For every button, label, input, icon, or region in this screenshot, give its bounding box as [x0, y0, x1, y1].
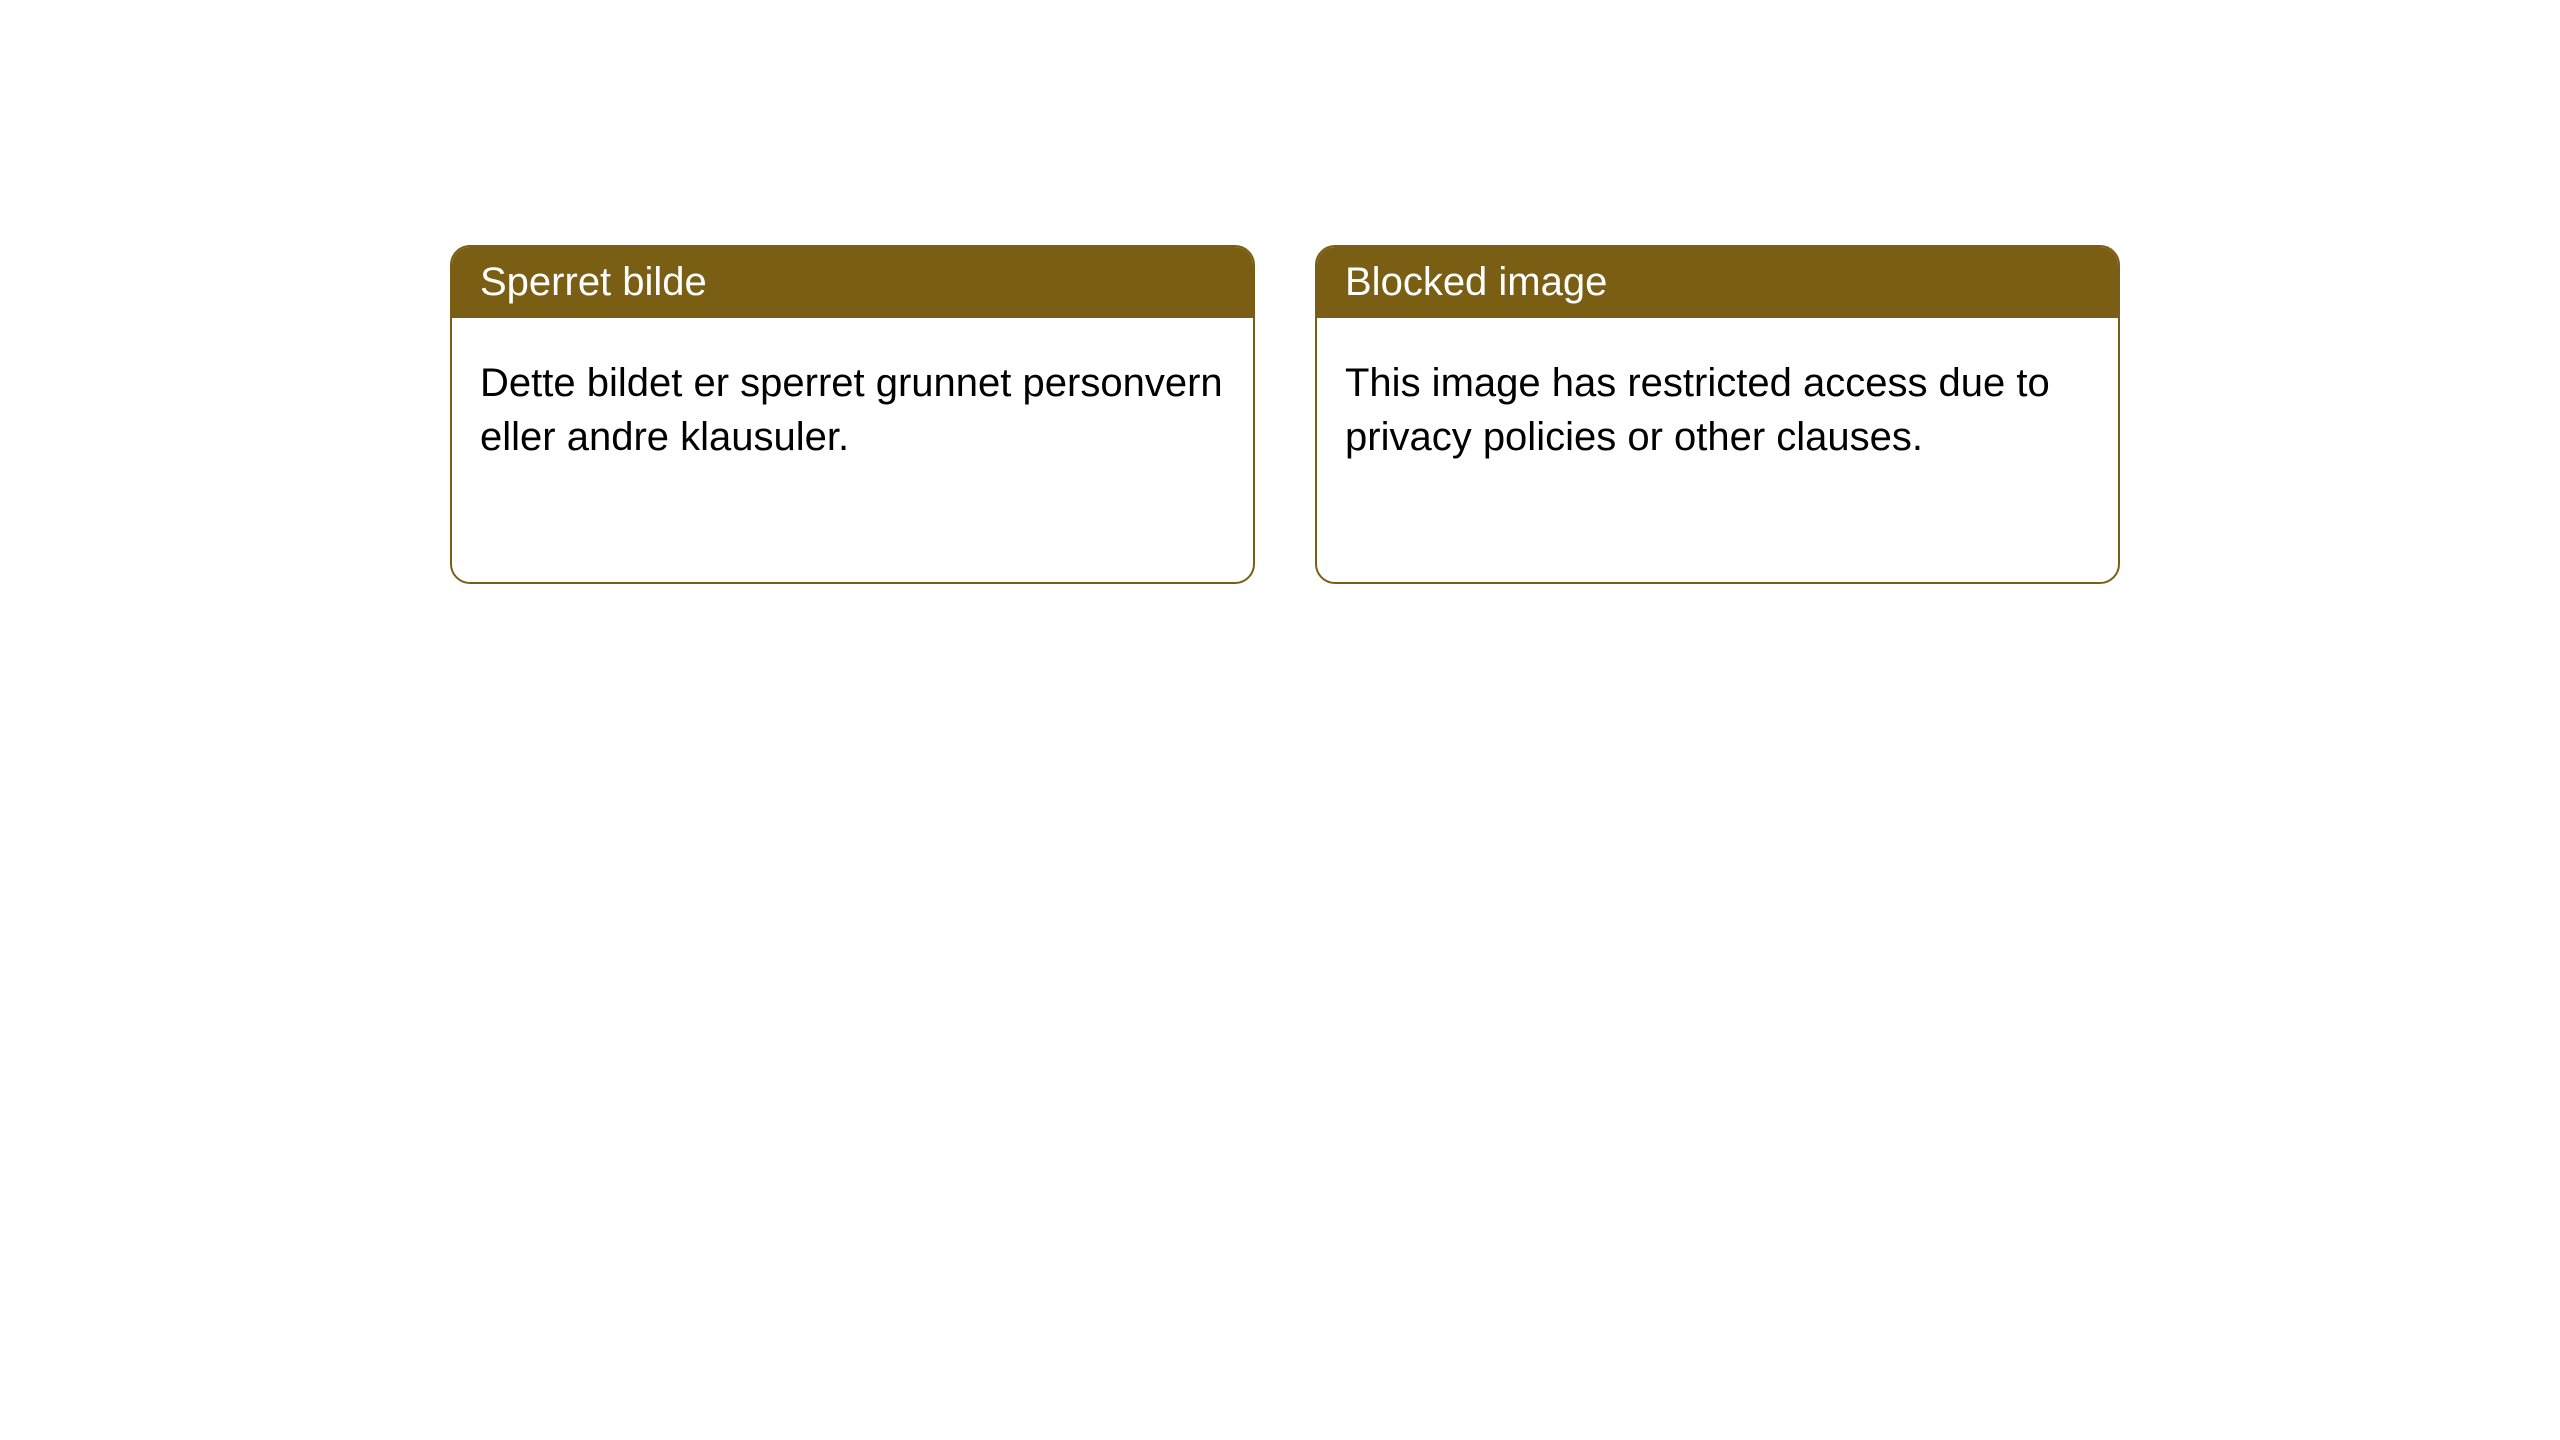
card-body: This image has restricted access due to …	[1317, 318, 2118, 582]
blocked-image-card-no: Sperret bilde Dette bildet er sperret gr…	[450, 245, 1255, 584]
notice-container: Sperret bilde Dette bildet er sperret gr…	[0, 0, 2560, 584]
card-body-text: This image has restricted access due to …	[1345, 361, 2050, 459]
card-title: Sperret bilde	[480, 260, 707, 304]
card-body-text: Dette bildet er sperret grunnet personve…	[480, 361, 1223, 459]
blocked-image-card-en: Blocked image This image has restricted …	[1315, 245, 2120, 584]
card-header: Blocked image	[1317, 247, 2118, 318]
card-title: Blocked image	[1345, 260, 1607, 304]
card-body: Dette bildet er sperret grunnet personve…	[452, 318, 1253, 582]
card-header: Sperret bilde	[452, 247, 1253, 318]
